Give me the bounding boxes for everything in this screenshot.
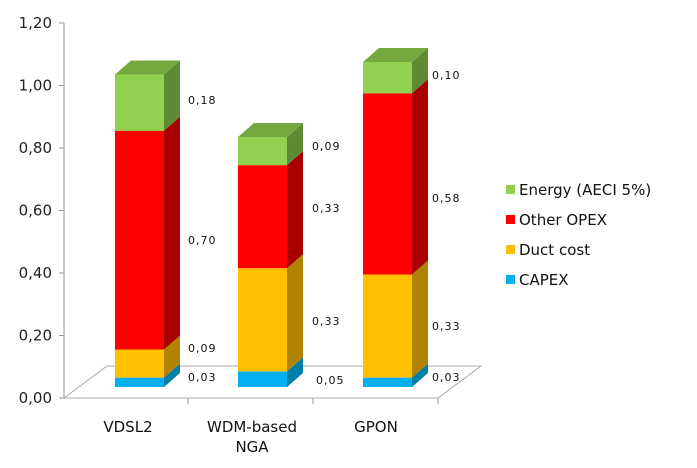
bar-capex-front [115,377,164,387]
bar-capex-front [238,371,287,387]
bar-capex-front [363,377,412,387]
data-label: 0,09 [188,342,217,355]
bar-duct-cost-side [164,335,180,378]
x-category-label: WDM-based [207,418,297,436]
bar-other-opex-side [287,151,303,269]
legend-swatch [506,275,515,284]
data-label: 0,70 [188,234,217,247]
x-category-label: GPON [354,418,398,436]
data-label: 0,03 [188,371,217,384]
data-label: 0,09 [312,140,341,153]
category-labels: VDSL2 WDM-based NGA GPON [103,418,397,456]
y-tick-label: 0,40 [19,264,52,282]
legend-label: CAPEX [519,271,569,289]
bar-energy-aeci-5-front [238,137,287,166]
y-tick-label: 0,60 [19,202,52,220]
bar-energy-aeci-5-side [287,123,303,166]
data-label: 0,33 [432,320,461,333]
data-label: 0,33 [312,202,341,215]
bar-other-opex-front [115,130,164,350]
legend-label: Other OPEX [519,211,607,229]
bar-duct-cost-front [363,274,412,378]
bar-energy-aeci-5-side [164,60,180,131]
y-tick-label: 0,80 [19,139,52,157]
bar-other-opex-side [412,79,428,275]
legend: Energy (AECI 5%) Other OPEX Duct cost CAPEX [506,181,651,289]
bar-energy-aeci-5-side [412,48,428,94]
bar-other-opex-front [238,165,287,269]
bar-capex-side [287,357,303,387]
legend-swatch [506,215,515,224]
data-label: 0,10 [432,69,461,82]
bar-duct-cost-side [412,260,428,378]
bar-energy-aeci-5-front [363,62,412,94]
data-label: 0,05 [316,374,345,387]
y-tick-label: 0,20 [19,327,52,345]
bars [115,48,428,387]
axes: 0,00 0,20 0,40 0,60 0,80 1,00 1,20 [19,14,439,407]
bar-energy-aeci-5-top [115,60,180,75]
data-label: 0,33 [312,315,341,328]
y-tick-label: 0,00 [19,389,52,407]
y-tick-label: 1,20 [19,14,52,32]
data-label: 0,18 [188,94,217,107]
bar-duct-cost-front [115,349,164,378]
bar-other-opex-front [363,93,412,275]
x-category-label: NGA [235,438,269,456]
data-labels: 0,03 0,05 0,03 0,09 0,33 0,33 0,70 0,33 0,58 0,18… [188,69,461,387]
bar-duct-cost-side [287,254,303,372]
data-label: 0,03 [432,371,461,384]
bar-energy-aeci-5-top [363,48,428,62]
bar-duct-cost-front [238,268,287,372]
bar-energy-aeci-5-front [115,74,164,131]
bar-other-opex-side [164,116,180,350]
bar-energy-aeci-5-top [238,123,303,137]
x-category-label: VDSL2 [103,418,152,436]
bar-capex-side [164,363,180,387]
legend-label: Energy (AECI 5%) [519,181,651,199]
y-tick-label: 1,00 [19,77,52,95]
legend-swatch [506,245,515,254]
legend-label: Duct cost [519,241,590,259]
legend-swatch [506,185,515,194]
bar-capex-side [412,363,428,387]
data-label: 0,58 [432,192,461,205]
